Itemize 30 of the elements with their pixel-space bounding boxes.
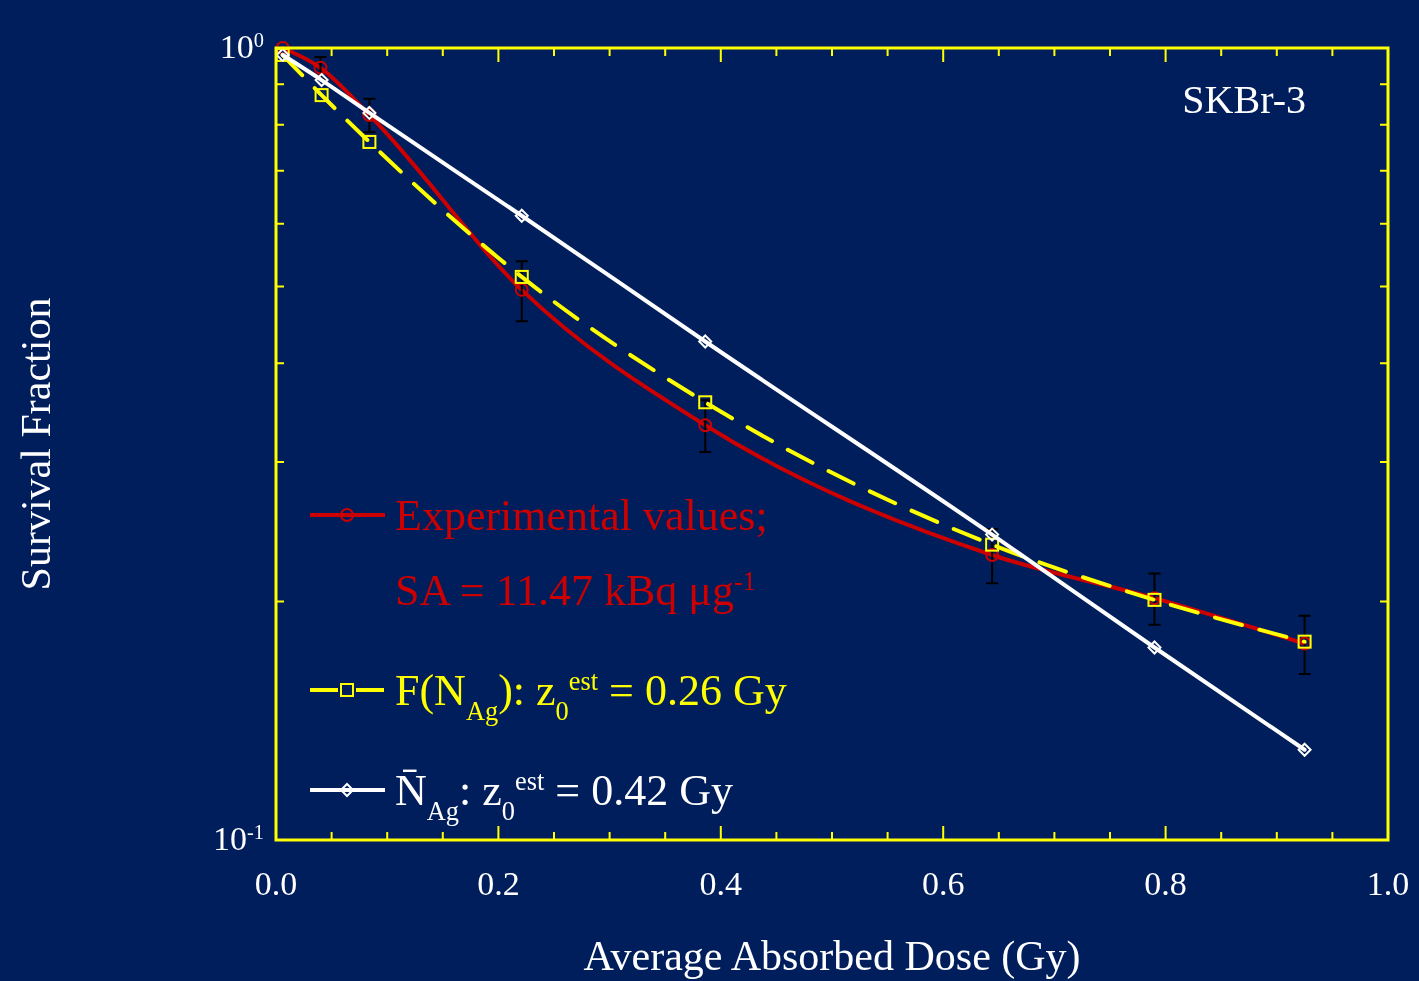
point (985, 548, 1000, 563)
x-tick-label: 0.4 (699, 865, 743, 902)
point (1147, 640, 1162, 655)
x-tick-label: 0.6 (921, 865, 965, 902)
point (698, 334, 713, 349)
point (314, 73, 329, 88)
point (698, 395, 713, 410)
legend-label: N̄$_{Ag}$: z$_{0}$$^{est}$ = 0.42 Gy (395, 766, 733, 826)
point (1297, 742, 1312, 757)
point (275, 41, 290, 55)
x-tick-label: 0.0 (254, 865, 298, 902)
legend-label: F(N$_{Ag}$): z$_{0}$$^{est}$ = 0.26 Gy (395, 666, 787, 726)
y-tick-label: 10$^{-1}$ (213, 820, 264, 857)
legend-label: Experimental values; SA = 11.47 kBq μg$^{-1}$ (395, 491, 768, 615)
x-tick-label: 0.8 (1144, 865, 1187, 902)
point (362, 134, 377, 149)
point (985, 537, 1000, 552)
point (313, 60, 328, 75)
annotation: SKBr-3 (1182, 77, 1306, 122)
point (514, 208, 529, 223)
x-tick-label: 1.0 (1366, 865, 1410, 902)
point (514, 269, 529, 284)
y-axis-title: Survival Fraction (13, 297, 59, 591)
x-tick-label: 0.2 (477, 865, 520, 902)
point (514, 282, 529, 297)
x-axis-title: Average Absorbed Dose (Gy) (583, 933, 1081, 980)
point (985, 527, 1000, 542)
point (698, 418, 713, 433)
point (314, 88, 329, 103)
y-tick-label: 10$^{0}$ (219, 28, 264, 65)
